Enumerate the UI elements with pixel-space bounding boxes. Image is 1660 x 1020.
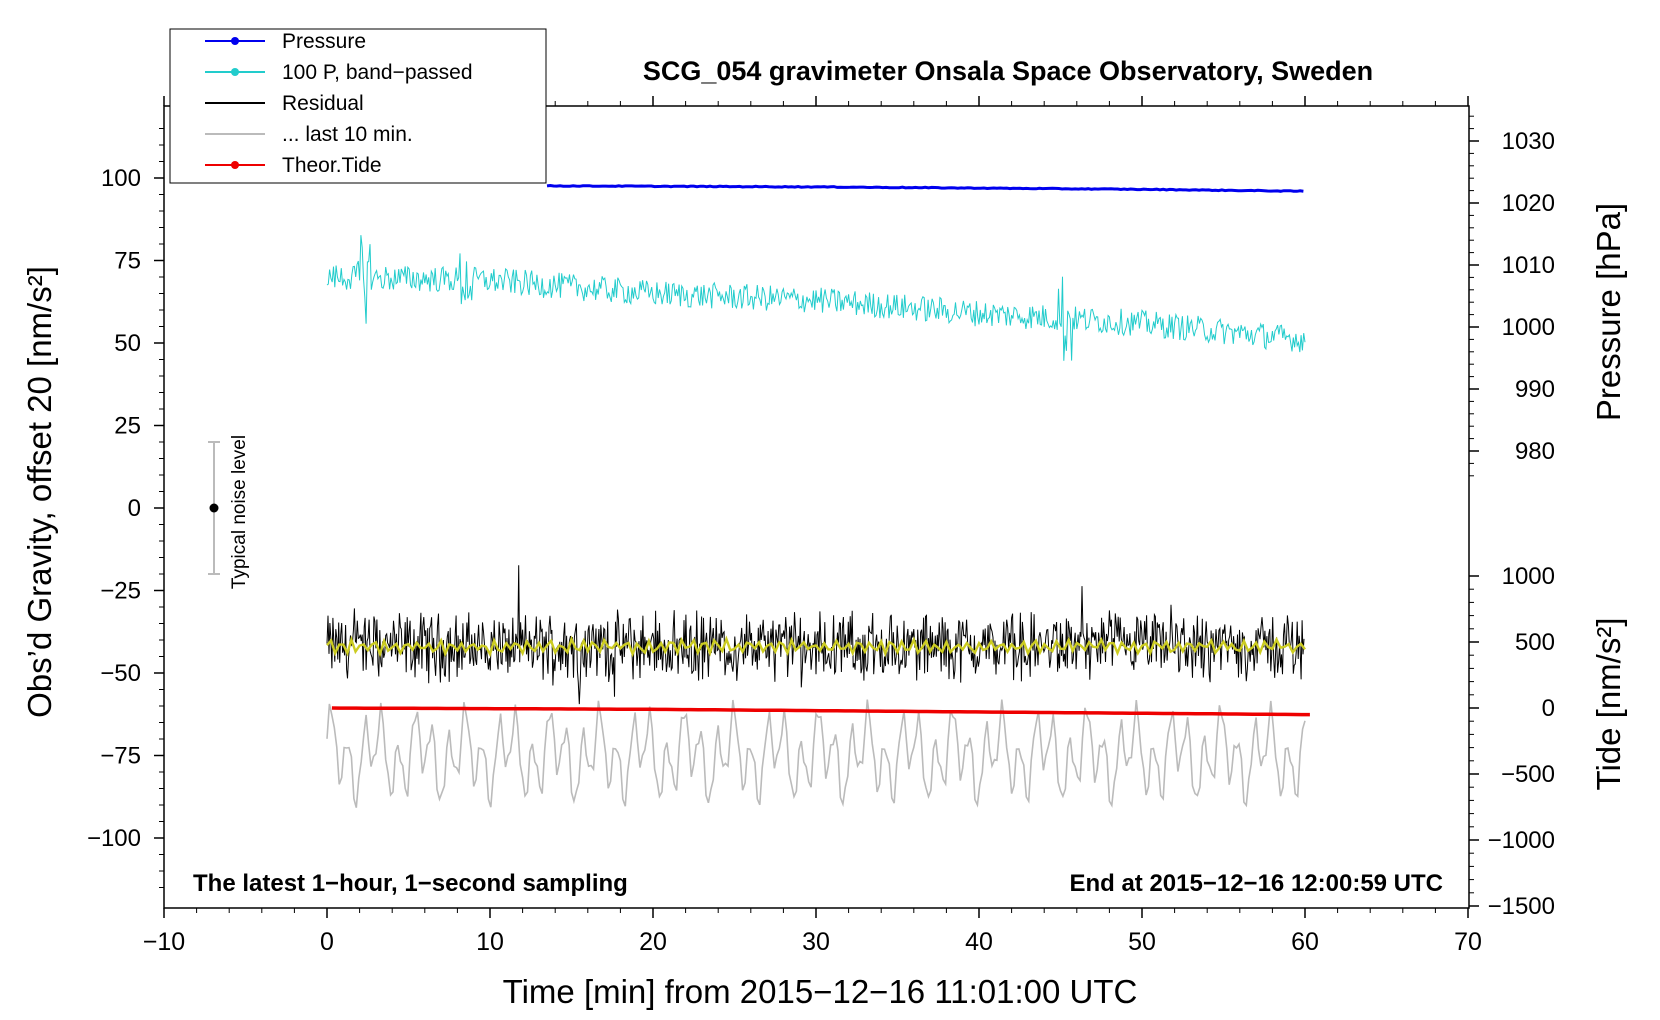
y-tick-label: 50 [114,330,141,357]
legend-box [169,28,547,184]
x-tick-label: 0 [320,928,334,956]
noise-bar-dot [209,503,219,513]
tide-tick-label: 1000 [1502,563,1555,590]
x-tick-label: 60 [1291,928,1319,956]
legend-label: Pressure [282,30,366,53]
annotation-end-time: End at 2015−12−16 12:00:59 UTC [1069,870,1443,897]
pressure-tick-label: 1020 [1502,190,1555,217]
plot-frame [163,105,1470,909]
x-tick-label: 40 [965,928,993,956]
series-residual [326,565,1305,705]
chart-title: SCG_054 gravimeter Onsala Space Observat… [643,56,1373,86]
y-tick-label: −25 [100,578,141,605]
series-residual-smoothed [326,635,1306,658]
y-tick-label: −50 [100,660,141,687]
noise-level-label: Typical noise level [229,435,250,589]
x-tick-label: −10 [143,928,185,956]
pressure-tick-label: 990 [1515,376,1555,403]
y-tick-label: −75 [100,743,141,770]
y-axis-tide: 1000 500 0 −500 −1000 −1500 [1469,563,1555,920]
y-axis-pressure: 1030 1020 1010 1000 990 980 [1469,115,1555,477]
y-tick-label: 75 [114,248,141,275]
legend-label: 100 P, band−passed [282,61,473,84]
series-band-passed-pressure [326,235,1306,361]
y-axis-pressure-title: Pressure [hPa] [1590,203,1627,421]
x-tick-label: 30 [802,928,830,956]
x-tick-label: 10 [476,928,504,956]
x-tick-label: 50 [1128,928,1156,956]
y-axis-tide-title: Tide [nm/s²] [1590,618,1627,791]
legend-label: ... last 10 min. [282,123,413,146]
legend-label: Residual [282,92,364,115]
legend-marker [231,68,239,76]
annotation-latest-hour: The latest 1−hour, 1−second sampling [193,870,628,897]
y-tick-label: 25 [114,413,141,440]
y-tick-label: 0 [128,495,141,522]
x-tick-label: 20 [639,928,667,956]
legend: Pressure 100 P, band−passed Residual ... la… [169,28,547,184]
legend-marker [231,37,239,45]
x-axis-title: Time [min] from 2015−12−16 11:01:00 UTC [503,973,1138,1010]
pressure-tick-label: 1010 [1502,252,1555,279]
y-tick-label: 100 [101,165,141,192]
pressure-tick-label: 980 [1515,438,1555,465]
tide-tick-label: −1500 [1488,893,1555,920]
tide-tick-label: 0 [1542,695,1555,722]
legend-marker [231,161,239,169]
tide-tick-label: −500 [1501,761,1555,788]
noise-level-bar [208,441,220,575]
tide-tick-label: −1000 [1488,827,1555,854]
pressure-tick-label: 1000 [1502,314,1555,341]
x-axis: −10 0 10 20 30 40 50 60 70 [143,96,1482,956]
series-last-10-min [326,699,1306,808]
plot-area [163,105,1470,909]
y-axis-gravity: 100 75 50 25 0 −25 −50 −75 −100 [87,128,164,888]
tide-tick-label: 500 [1515,629,1555,656]
series-theor-tide [331,706,1310,717]
y-axis-left-title: Obs’d Gravity, offset 20 [nm/s²] [21,266,58,718]
x-tick-label: 70 [1454,928,1482,956]
legend-label: Theor.Tide [282,154,382,177]
pressure-tick-label: 1030 [1502,128,1555,155]
series-pressure [546,183,1304,193]
y-tick-label: −100 [87,825,141,852]
